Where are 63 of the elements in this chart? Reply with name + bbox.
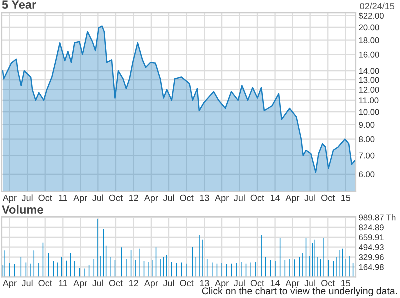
text: Click on the chart to view the underlying data. bbox=[202, 287, 398, 297]
y-tick-label: 989.87 Th bbox=[359, 214, 396, 221]
y-tick-label: 329.96 bbox=[359, 254, 384, 260]
y-tick-label: 7.00 bbox=[359, 152, 375, 159]
chart-title: 5 Year bbox=[2, 0, 36, 9]
x-tick-label: Apr bbox=[74, 280, 88, 288]
x-tick-label: Jul bbox=[22, 194, 33, 202]
x-tick-label: Jul bbox=[234, 194, 245, 202]
x-tick-label: Oct bbox=[180, 280, 194, 287]
x-tick-label: 11 bbox=[59, 195, 68, 202]
y-tick-label: $22.00 bbox=[358, 12, 384, 20]
x-tick-label: Oct bbox=[322, 194, 336, 202]
x-tick-label: 14 bbox=[270, 195, 280, 202]
x-tick-label: Apr bbox=[215, 195, 229, 204]
x-tick-label: 13 bbox=[200, 280, 210, 287]
y-tick-label: 18.00 bbox=[359, 38, 380, 44]
x-tick-label: 14 bbox=[270, 280, 280, 286]
y-tick-label: 659.91 bbox=[359, 234, 384, 241]
x-tick-label: 15 bbox=[342, 280, 351, 287]
x-tick-label: Jul bbox=[163, 280, 174, 287]
x-tick-label: Apr bbox=[144, 280, 158, 288]
y-tick-label: 14.00 bbox=[359, 68, 380, 74]
x-tick-label: Apr bbox=[74, 195, 88, 204]
x-tick-label: Apr bbox=[2, 280, 17, 288]
y-tick-label: 11.00 bbox=[359, 98, 379, 104]
y-tick-label: 16.00 bbox=[359, 52, 380, 58]
x-tick-label: Oct bbox=[109, 194, 123, 202]
y-tick-label: 20.00 bbox=[359, 24, 380, 31]
x-tick-label: Apr bbox=[2, 195, 17, 204]
x-tick-label: Jul bbox=[92, 194, 104, 202]
x-tick-label: Oct bbox=[38, 280, 52, 287]
y-tick-label: 12.00 bbox=[359, 87, 380, 93]
y-tick-label: 13.00 bbox=[359, 77, 380, 84]
x-tick-label: 13 bbox=[200, 194, 210, 202]
x-tick-label: Oct bbox=[109, 280, 123, 287]
x-tick-label: Oct bbox=[250, 280, 264, 287]
chart-title: Volume bbox=[2, 205, 44, 214]
x-tick-label: Apr bbox=[286, 195, 300, 204]
x-tick-label: Jul bbox=[92, 280, 104, 287]
y-tick-label: 494.93 bbox=[358, 244, 384, 250]
x-tick-label: Jul bbox=[304, 280, 316, 287]
x-tick-label: Oct bbox=[322, 280, 336, 287]
y-tick-label: 8.00 bbox=[359, 136, 375, 142]
x-tick-label: 15 bbox=[342, 195, 351, 202]
y-tick-label: 164.98 bbox=[359, 264, 384, 270]
x-tick-label: Oct bbox=[180, 194, 194, 202]
x-tick-label: Apr bbox=[286, 280, 300, 288]
text: 02/24/15 bbox=[360, 2, 395, 10]
x-tick-label: Jul bbox=[234, 280, 245, 287]
x-tick-label: 12 bbox=[129, 280, 138, 286]
x-tick-label: Oct bbox=[38, 194, 52, 202]
x-tick-label: Oct bbox=[250, 194, 264, 202]
x-tick-label: Jul bbox=[163, 194, 174, 202]
x-tick-label: Apr bbox=[144, 195, 158, 204]
y-tick-label: 6.00 bbox=[359, 172, 375, 178]
y-tick-label: 9.00 bbox=[359, 122, 375, 128]
x-tick-label: Jul bbox=[304, 194, 316, 202]
x-tick-label: 12 bbox=[129, 194, 138, 202]
y-tick-label: 10.00 bbox=[359, 109, 380, 116]
x-tick-label: Apr bbox=[215, 280, 229, 288]
x-tick-label: Jul bbox=[22, 280, 33, 287]
y-tick-label: 824.89 bbox=[359, 224, 384, 231]
x-tick-label: 11 bbox=[59, 280, 68, 286]
